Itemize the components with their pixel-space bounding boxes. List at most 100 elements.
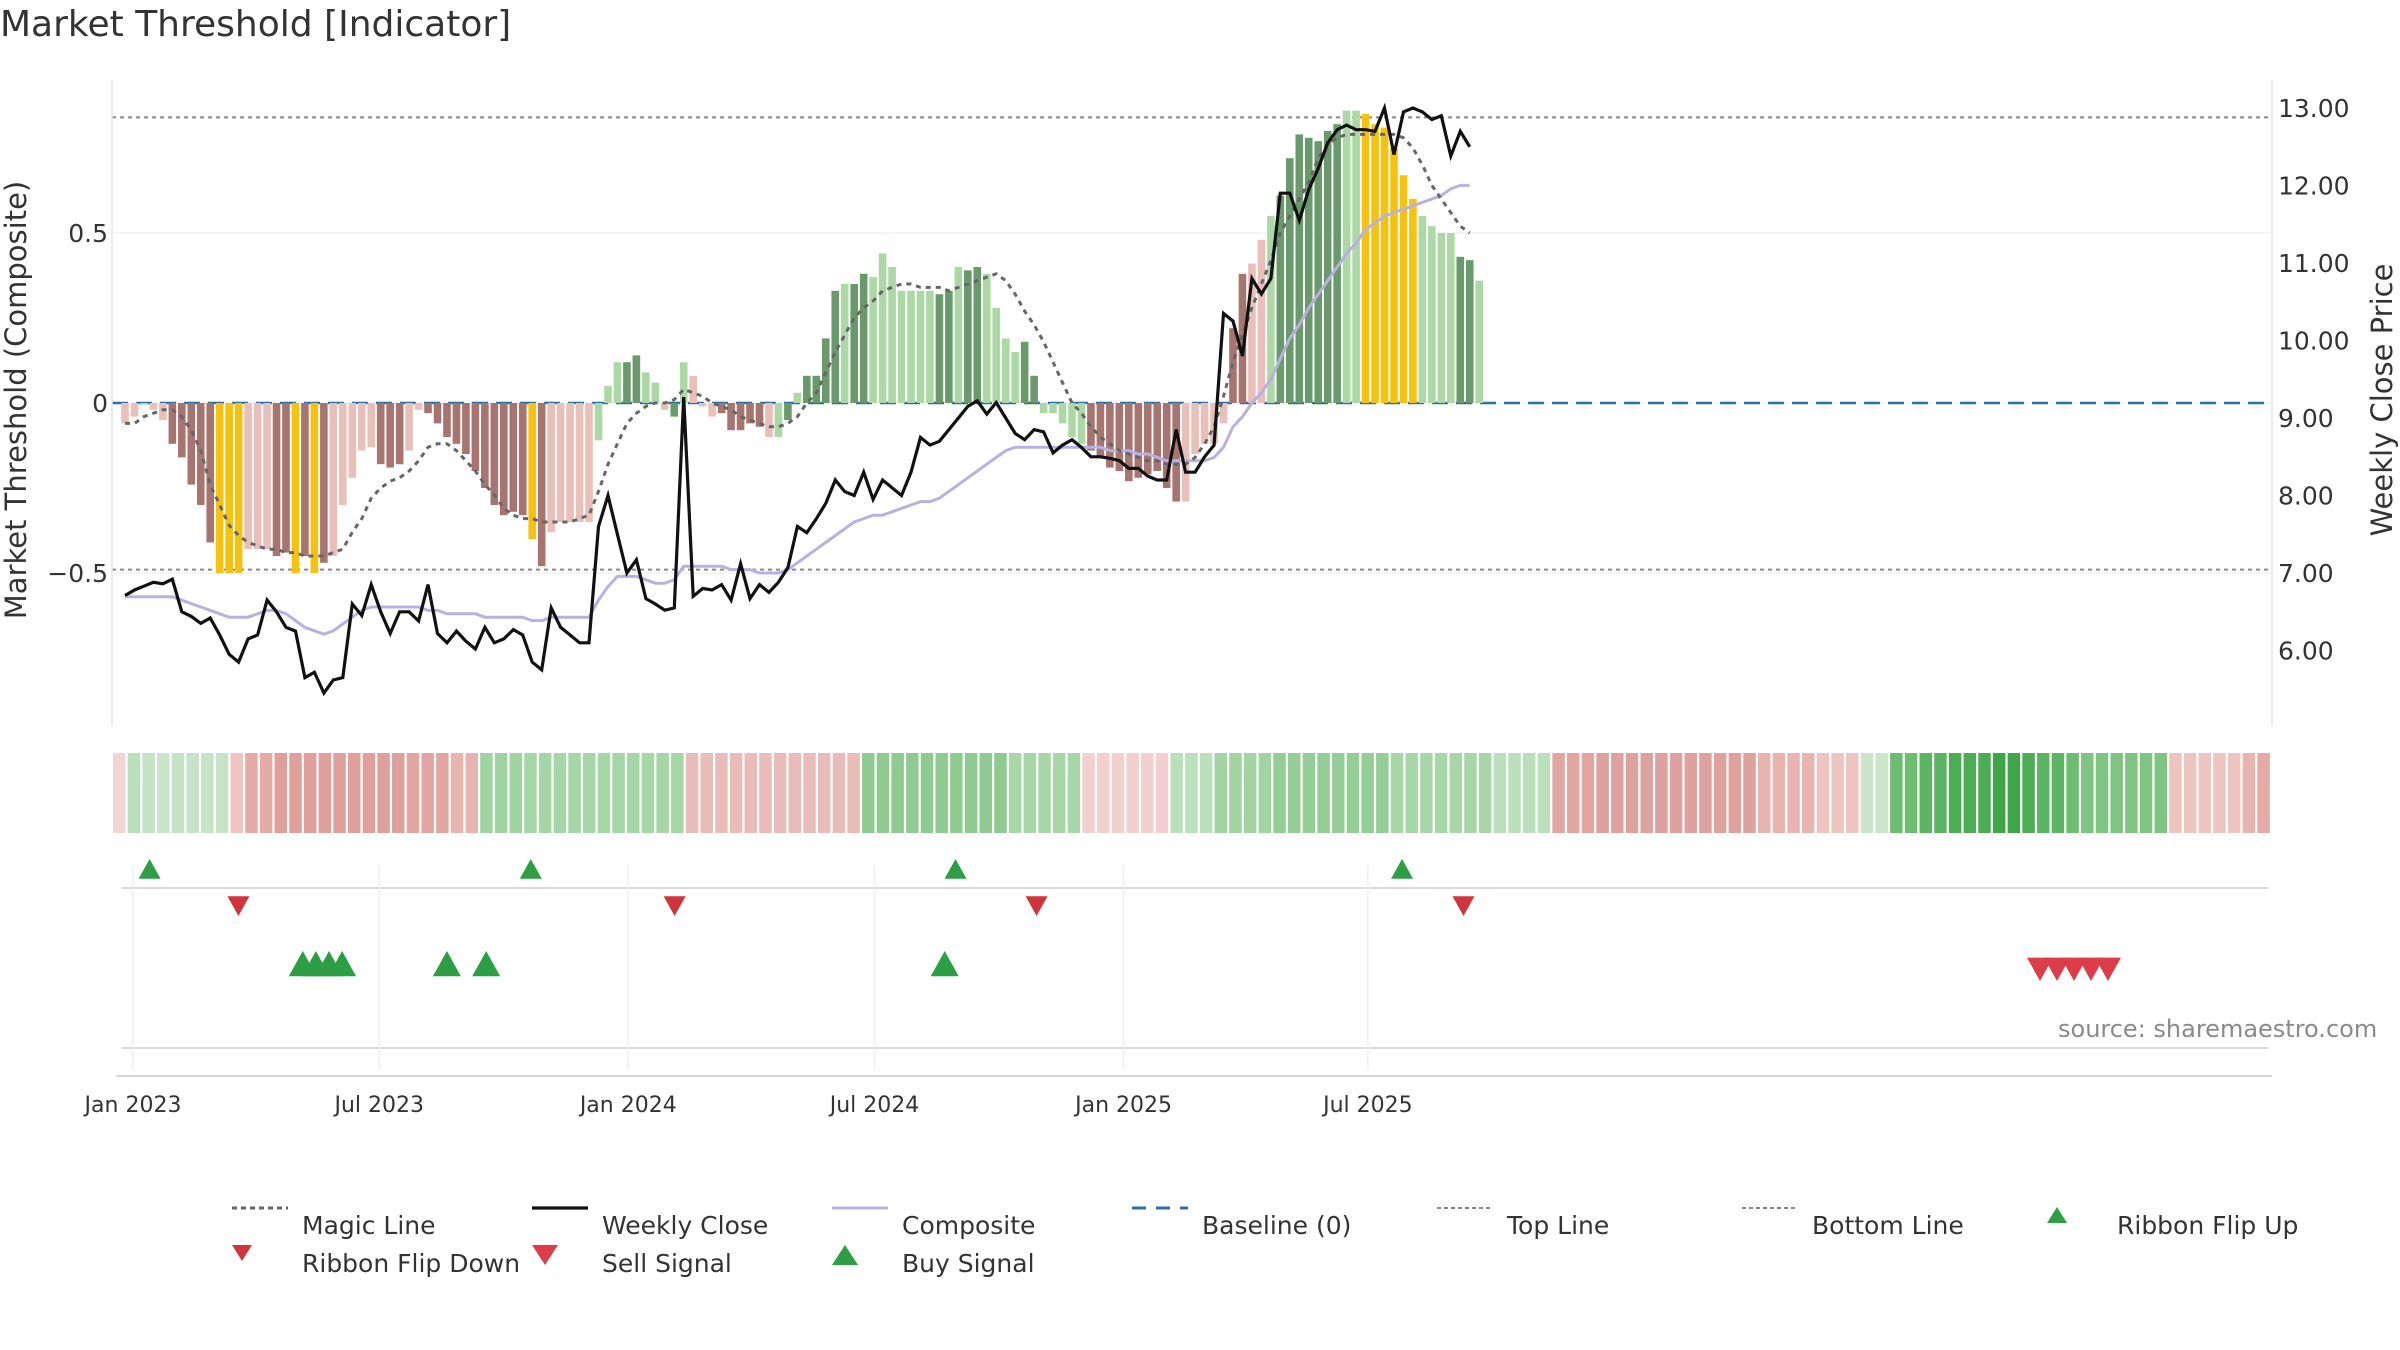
ribbon-cell	[1302, 753, 1316, 833]
ribbon-flip-down-marker	[227, 896, 250, 916]
y-left-tick-label: 0	[92, 389, 108, 418]
ribbon-flip-down-marker	[663, 896, 686, 916]
composite-legend-swatch	[830, 1206, 890, 1237]
composite-bar	[1134, 403, 1143, 478]
composite-bar	[1456, 256, 1465, 403]
composite-bar	[1200, 403, 1209, 444]
legend-item-composite: Composite	[830, 1205, 1035, 1245]
ribbon-cell	[935, 753, 948, 833]
bottom-legend-swatch	[1740, 1207, 1800, 1237]
ribbon-flip-up-marker	[1391, 859, 1414, 879]
legend-label: Baseline (0)	[1202, 1210, 1352, 1240]
ribbon-cell	[347, 753, 361, 833]
composite-bar	[1352, 110, 1360, 403]
ribbon-cell	[171, 753, 185, 833]
ribbon-cell	[994, 753, 1007, 833]
ribbon-cell	[1948, 753, 1962, 833]
ribbon-cell	[1684, 753, 1698, 833]
composite-bar	[149, 403, 158, 410]
magic-line	[125, 132, 1471, 558]
composite-bar	[1106, 403, 1114, 468]
composite-bars	[121, 110, 1484, 573]
ribbon-cell	[553, 753, 567, 833]
threshold-lines	[112, 116, 2272, 571]
composite-bar	[642, 372, 650, 403]
composite-bar	[1371, 124, 1379, 403]
ribbon-cell	[142, 753, 155, 833]
series-lines	[124, 102, 1472, 697]
ribbon-cell	[1669, 753, 1683, 833]
ribbon-cell	[2139, 753, 2153, 833]
composite-bar	[471, 403, 480, 471]
composite-bar	[727, 403, 735, 431]
baseline-legend-swatch	[1130, 1206, 1190, 1237]
legend-label: Magic Line	[302, 1210, 436, 1240]
ribbon-cell	[259, 753, 273, 833]
y-right-tick-label: 11.00	[2278, 249, 2350, 278]
composite-bar	[1428, 226, 1436, 403]
composite-bar	[130, 403, 139, 417]
composite-bar	[1115, 403, 1124, 471]
ribbon-cell	[1346, 753, 1360, 833]
ribbon-cell	[2081, 753, 2094, 833]
ribbon-flip-up-marker	[519, 859, 542, 879]
flip_up-legend-swatch	[2045, 1207, 2105, 1237]
composite-bar	[632, 355, 641, 403]
composite-bar	[168, 403, 177, 444]
ribbon-cell	[891, 753, 904, 833]
composite-bar	[973, 267, 982, 403]
ribbon-cell	[1816, 753, 1830, 833]
composite-bar	[1361, 114, 1370, 403]
y-right-tick-label: 12.00	[2278, 172, 2350, 201]
composite-bar	[897, 290, 906, 403]
ribbon-cell	[113, 753, 126, 833]
composite-bar	[1058, 403, 1067, 424]
composite-bar	[945, 290, 953, 403]
legend-item-sell: Sell Signal	[530, 1243, 732, 1283]
y-left-axis-label: Market Threshold (Composite)	[0, 181, 33, 619]
composite-bar	[1087, 403, 1095, 451]
ribbon-cell	[2242, 753, 2256, 833]
composite-bar	[916, 290, 925, 403]
sell-signal-marker	[2061, 957, 2087, 981]
ribbon-cell	[2227, 753, 2241, 833]
ribbon-cell	[1522, 753, 1536, 833]
ribbon-cell	[1185, 753, 1198, 833]
composite-bar	[395, 403, 404, 465]
ribbon-cell	[1390, 753, 1404, 833]
ribbon-strip	[113, 753, 2270, 833]
composite-bar	[831, 290, 840, 403]
sell-legend-swatch	[530, 1245, 590, 1275]
ribbon-cell	[1052, 753, 1066, 833]
ribbon-cell	[773, 753, 787, 833]
composite-bar	[140, 403, 148, 404]
composite-bar	[1314, 141, 1323, 403]
ribbon-cell	[1846, 753, 1859, 833]
legend-label: Ribbon Flip Up	[2117, 1210, 2299, 1240]
sell-signal-marker	[2078, 957, 2104, 981]
ribbon-cell	[920, 753, 934, 833]
ribbon-cell	[186, 753, 199, 833]
composite-bar	[793, 392, 802, 403]
composite-bar	[604, 386, 612, 403]
ribbon-cell	[2037, 753, 2050, 833]
composite-bar	[1077, 403, 1086, 444]
composite-bar	[613, 362, 622, 403]
ribbon-cell	[744, 753, 758, 833]
magic-legend-swatch	[230, 1206, 290, 1237]
ribbon-cell	[1405, 753, 1418, 833]
ribbon-cell	[494, 753, 508, 833]
ribbon-cell	[2154, 753, 2167, 833]
composite-bar	[433, 403, 442, 424]
composite-bar	[178, 403, 186, 458]
ribbon-cell	[1464, 753, 1477, 833]
ribbon-cell	[685, 753, 699, 833]
ribbon-cell	[509, 753, 523, 833]
ribbon-cell	[303, 753, 317, 833]
ribbon-flip-down-marker	[1452, 896, 1475, 916]
ribbon-cell	[1434, 753, 1448, 833]
ribbon-cell	[1757, 753, 1771, 833]
ribbon-cell	[1067, 753, 1081, 833]
ribbon-flip-up-marker	[138, 859, 161, 879]
